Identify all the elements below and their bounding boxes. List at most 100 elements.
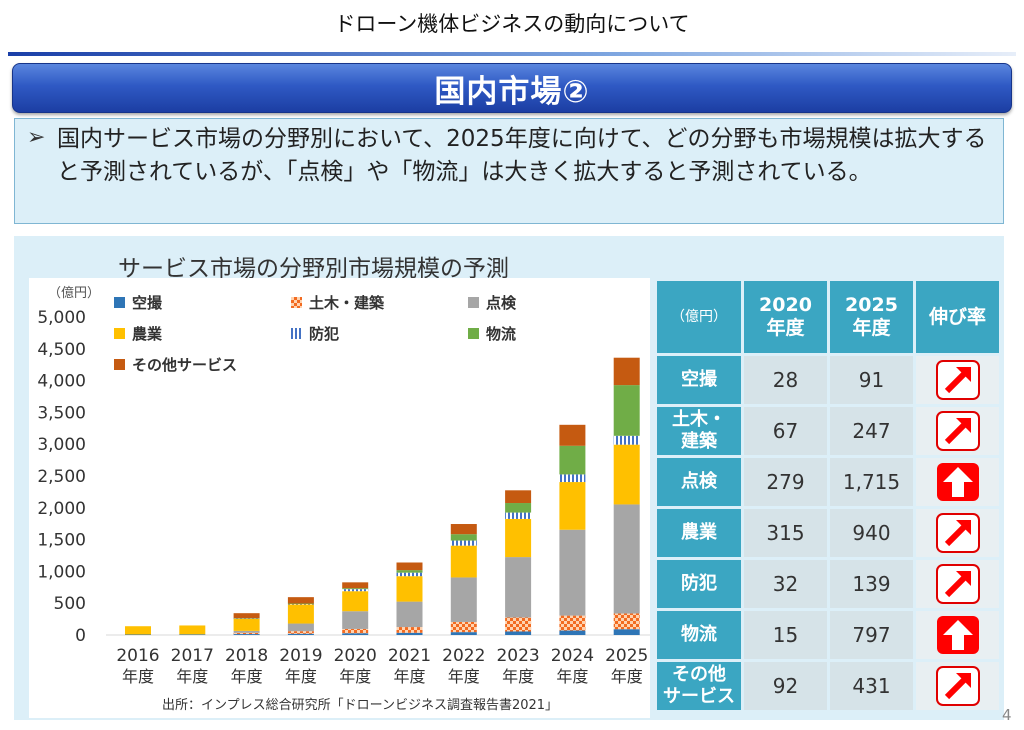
bar-segment — [342, 611, 369, 629]
table-row: 土木・ 建築 67 247 — [657, 407, 999, 455]
table-header-row: （億円） 2020 年度 2025 年度 伸び率 — [657, 281, 999, 353]
table-row-label: その他 サービス — [657, 662, 741, 710]
legend-item: 農業 — [114, 323, 162, 344]
table-value-2025: 139 — [830, 560, 913, 608]
x-tick-label: 2018 — [225, 646, 268, 666]
table-value-2020: 67 — [744, 407, 827, 455]
table-2020-header: 2020 年度 — [744, 281, 827, 353]
bar-segment — [613, 385, 640, 436]
bar-segment — [287, 603, 314, 605]
bar-segment — [342, 633, 369, 635]
bar-segment — [396, 601, 423, 628]
bar-segment — [450, 534, 477, 541]
bar-segment — [559, 482, 586, 530]
x-tick-label: 2020 — [334, 646, 377, 666]
table-row-label: 土木・ 建築 — [657, 407, 741, 455]
x-tick-label: 2023 — [496, 646, 539, 666]
x-tick-label: 2019 — [279, 646, 322, 666]
legend-item: 物流 — [468, 323, 516, 344]
bar-segment — [559, 615, 586, 631]
legend-swatch — [114, 297, 125, 308]
bar-segment — [233, 618, 260, 619]
bar-segment — [613, 504, 640, 614]
bar-segment — [342, 588, 369, 590]
table-row: 物流 15 797 — [657, 611, 999, 659]
bar-segment — [559, 424, 586, 446]
y-tick-label: 3,500 — [37, 403, 86, 423]
bar-segment — [396, 576, 423, 602]
table-row-label: 空撮 — [657, 356, 741, 404]
up-arrow-icon — [936, 463, 979, 501]
up-arrow-icon — [936, 616, 979, 654]
table-value-2020: 279 — [744, 458, 827, 506]
y-tick-label: 1,500 — [37, 531, 86, 551]
table-growth-header: 伸び率 — [916, 281, 999, 353]
header-rule — [8, 52, 1016, 56]
x-tick-sublabel: 年度 — [339, 667, 371, 686]
bar-segment — [613, 444, 640, 505]
bar-segment — [396, 570, 423, 573]
bar-segment — [287, 631, 314, 634]
y-tick-label: 4,000 — [37, 372, 86, 392]
bar-segment — [396, 627, 423, 633]
table-value-2020: 15 — [744, 611, 827, 659]
table-growth-cell — [916, 662, 999, 710]
bar-segment — [342, 582, 369, 589]
legend-label: 物流 — [486, 325, 517, 343]
bar-segment — [613, 435, 640, 445]
table-growth-cell — [916, 509, 999, 557]
bar-segment — [450, 621, 477, 633]
bar-segment — [179, 634, 206, 635]
table-value-2020: 28 — [744, 356, 827, 404]
x-tick-sublabel: 年度 — [285, 667, 317, 686]
page-number: 4 — [1002, 706, 1012, 724]
bar-segment — [287, 633, 314, 635]
banner-title: 国内市場② — [434, 73, 590, 110]
table-row: 点検 279 1,715 — [657, 458, 999, 506]
x-tick-label: 2025 — [605, 646, 648, 666]
bar-segment — [450, 632, 477, 635]
table-row-label: 防犯 — [657, 560, 741, 608]
growth-table: （億円） 2020 年度 2025 年度 伸び率 空撮 28 91 土木・ 建築 67 2… — [654, 278, 1002, 713]
x-tick-label: 2021 — [388, 646, 431, 666]
legend-item: 点検 — [468, 292, 516, 313]
x-tick-label: 2022 — [442, 646, 485, 666]
y-tick-label: 0 — [75, 626, 86, 646]
bar-segment — [559, 474, 586, 483]
table-row: 農業 315 940 — [657, 509, 999, 557]
legend-swatch — [468, 297, 479, 308]
bar-segment — [450, 545, 477, 578]
bar-segment — [233, 632, 260, 635]
table-value-2020: 315 — [744, 509, 827, 557]
legend-label: その他サービス — [132, 356, 238, 374]
x-tick-sublabel: 年度 — [122, 667, 154, 686]
legend-item: その他サービス — [114, 354, 237, 375]
diagonal-arrow-icon — [935, 564, 980, 604]
legend-item: 空撮 — [114, 292, 162, 313]
header-title: ドローン機体ビジネスの動向について — [334, 12, 690, 36]
diagonal-arrow-icon — [935, 360, 980, 400]
section-banner: 国内市場② — [12, 63, 1012, 113]
bar-segment — [505, 557, 532, 618]
bar-segment — [450, 524, 477, 535]
bar-segment — [559, 529, 586, 616]
bar-segment — [396, 572, 423, 577]
table-2025-header: 2025 年度 — [830, 281, 913, 353]
x-tick-sublabel: 年度 — [393, 667, 425, 686]
summary-box: ➢ 国内サービス市場の分野別において、2025年度に向けて、どの分野も市場規模は… — [14, 118, 1004, 224]
x-tick-sublabel: 年度 — [611, 667, 643, 686]
bar-segment — [450, 577, 477, 622]
bar-segment — [287, 603, 314, 605]
table-value-2025: 431 — [830, 662, 913, 710]
table-growth-cell — [916, 611, 999, 659]
bar-segment — [342, 628, 369, 634]
table-row-label: 物流 — [657, 611, 741, 659]
bar-segment — [233, 613, 260, 619]
table-growth-cell — [916, 407, 999, 455]
y-tick-label: 3,000 — [37, 435, 86, 455]
table-growth-cell — [916, 560, 999, 608]
bar-segment — [287, 623, 314, 632]
y-tick-label: 1,000 — [37, 562, 86, 582]
bar-segment — [505, 503, 532, 513]
